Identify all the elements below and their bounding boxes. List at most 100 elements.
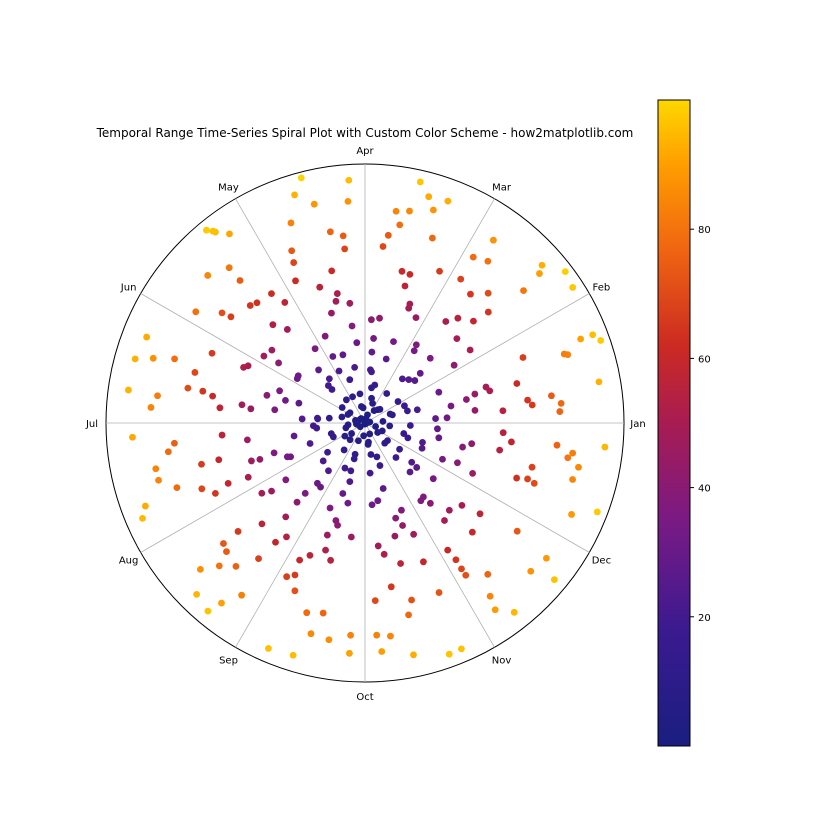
angular-gridline: [364, 198, 495, 424]
scatter-point: [556, 408, 564, 415]
colorbar-tick-label: 80: [698, 225, 711, 236]
scatter-point: [346, 478, 354, 486]
angular-tick-label: Nov: [492, 655, 512, 666]
scatter-point: [340, 446, 348, 454]
scatter-point: [346, 299, 354, 307]
scatter-point: [463, 396, 470, 403]
scatter-point: [530, 479, 538, 487]
scatter-point: [444, 197, 452, 205]
scatter-point: [357, 415, 365, 422]
scatter-point: [272, 538, 279, 546]
scatter-point: [256, 455, 264, 463]
scatter-point: [324, 448, 331, 456]
scatter-point: [292, 277, 299, 285]
colorbar-tick-label: 60: [698, 354, 711, 365]
scatter-point: [527, 567, 535, 575]
scatter-point: [315, 366, 322, 374]
scatter-point: [196, 565, 204, 573]
scatter-point: [429, 206, 437, 214]
angular-gridline: [364, 422, 590, 553]
scatter-point: [560, 350, 568, 358]
scatter-point: [453, 335, 461, 342]
scatter-point: [400, 430, 408, 437]
scatter-point: [367, 316, 375, 324]
scatter-point: [397, 560, 404, 567]
scatter-point: [203, 226, 210, 234]
scatter-point: [348, 430, 356, 437]
scatter-point: [408, 458, 416, 466]
scatter-point: [348, 322, 356, 330]
scatter-point: [404, 434, 412, 442]
scatter-point: [328, 309, 335, 317]
scatter-point: [396, 445, 403, 453]
scatter-point: [243, 436, 251, 444]
scatter-point: [392, 454, 400, 461]
scatter-point: [184, 384, 192, 392]
scatter-point: [287, 219, 295, 227]
scatter-point: [215, 562, 223, 570]
scatter-point: [399, 522, 406, 529]
scatter-point: [412, 341, 420, 349]
scatter-point: [325, 414, 333, 422]
scatter-point: [346, 376, 354, 384]
scatter-point: [406, 270, 414, 278]
scatter-point: [349, 393, 356, 401]
angular-tick-label: Dec: [592, 556, 611, 567]
scatter-point: [420, 558, 427, 566]
scatter-point: [575, 463, 582, 471]
scatter-point: [444, 546, 452, 554]
scatter-point: [401, 282, 409, 290]
scatter-point: [234, 528, 242, 535]
scatter-point: [484, 570, 492, 578]
scatter-point: [346, 436, 354, 444]
scatter-point: [569, 476, 576, 483]
scatter-point: [344, 421, 352, 429]
scatter-point: [218, 431, 226, 439]
scatter-point: [149, 354, 157, 362]
scatter-point: [374, 406, 382, 414]
scatter-point: [412, 314, 420, 322]
scatter-point: [341, 245, 349, 253]
scatter-point: [520, 287, 527, 294]
scatter-point: [344, 499, 352, 507]
scatter-point: [290, 259, 298, 266]
scatter-point: [323, 531, 331, 539]
scatter-point: [173, 484, 181, 492]
scatter-point: [404, 407, 411, 415]
angular-tick-label: Jul: [85, 419, 98, 430]
scatter-point: [390, 338, 397, 345]
scatter-point: [154, 392, 161, 400]
scatter-point: [297, 174, 305, 182]
scatter-point: [319, 609, 327, 617]
scatter-point: [443, 414, 451, 422]
scatter-points: [124, 174, 609, 659]
scatter-point: [597, 337, 605, 344]
scatter-point: [368, 501, 376, 509]
scatter-point: [491, 606, 499, 614]
scatter-point: [191, 369, 199, 376]
scatter-point: [379, 485, 387, 492]
scatter-point: [238, 401, 246, 409]
scatter-point: [283, 573, 291, 581]
scatter-point: [329, 353, 337, 360]
scatter-point: [508, 438, 515, 446]
scatter-point: [416, 369, 424, 377]
scatter-point: [538, 261, 546, 269]
scatter-point: [344, 411, 352, 418]
scatter-point: [568, 511, 575, 518]
scatter-point: [218, 599, 225, 607]
scatter-point: [226, 230, 233, 238]
scatter-point: [553, 441, 561, 449]
scatter-point: [282, 396, 289, 404]
scatter-point: [468, 440, 476, 448]
scatter-point: [510, 608, 518, 616]
colorbar-tick-label: 20: [698, 613, 711, 624]
scatter-point: [355, 437, 362, 445]
scatter-point: [193, 590, 201, 598]
scatter-point: [373, 453, 381, 461]
scatter-point: [445, 650, 453, 658]
scatter-point: [364, 411, 371, 419]
scatter-point: [325, 467, 332, 475]
scatter-point: [129, 433, 136, 441]
scatter-point: [152, 465, 160, 473]
